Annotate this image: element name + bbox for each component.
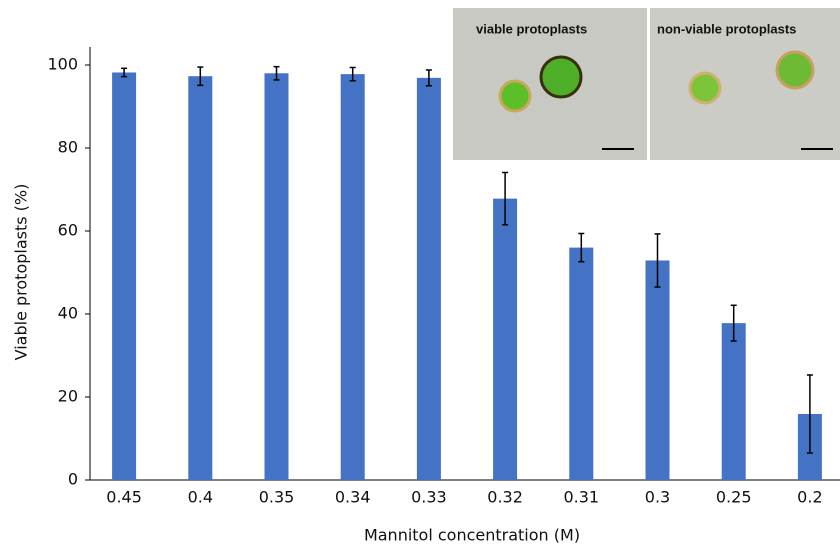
bar bbox=[112, 72, 136, 480]
cell bbox=[777, 52, 813, 88]
chart: Viable protoplasts (%) Mannitol concentr… bbox=[0, 0, 840, 547]
inset-label: non-viable protoplasts bbox=[657, 21, 796, 36]
y-tick-label: 40 bbox=[58, 304, 78, 323]
bar bbox=[493, 199, 517, 480]
x-tick-label: 0.32 bbox=[487, 488, 523, 507]
cell bbox=[541, 57, 581, 97]
x-tick-label: 0.31 bbox=[563, 488, 599, 507]
page: Viable protoplasts (%) Mannitol concentr… bbox=[0, 0, 840, 547]
y-tick-label: 60 bbox=[58, 221, 78, 240]
x-axis-label: Mannitol concentration (M) bbox=[364, 526, 580, 545]
bar bbox=[646, 260, 670, 480]
x-tick-label: 0.33 bbox=[411, 488, 447, 507]
y-tick-label: 80 bbox=[58, 138, 78, 157]
inset-label: viable protoplasts bbox=[476, 21, 587, 36]
x-tick-label: 0.34 bbox=[335, 488, 371, 507]
y-tick-label: 100 bbox=[47, 55, 78, 74]
cell bbox=[690, 73, 720, 103]
x-tick-label: 0.2 bbox=[797, 488, 822, 507]
y-tick-label: 20 bbox=[58, 387, 78, 406]
bar bbox=[569, 248, 593, 480]
bar bbox=[417, 78, 441, 480]
bar bbox=[341, 74, 365, 480]
y-tick-label: 0 bbox=[68, 470, 78, 489]
x-tick-label: 0.4 bbox=[188, 488, 213, 507]
x-tick-label: 0.45 bbox=[106, 488, 142, 507]
x-tick-label: 0.3 bbox=[645, 488, 670, 507]
cell bbox=[500, 81, 530, 111]
y-axis-label: Viable protoplasts (%) bbox=[12, 184, 31, 361]
bar bbox=[722, 323, 746, 480]
bar bbox=[265, 73, 289, 480]
x-tick-label: 0.25 bbox=[716, 488, 752, 507]
inset: viable protoplasts non-viable protoplast… bbox=[453, 8, 840, 160]
x-tick-label: 0.35 bbox=[259, 488, 295, 507]
bar bbox=[188, 76, 212, 480]
